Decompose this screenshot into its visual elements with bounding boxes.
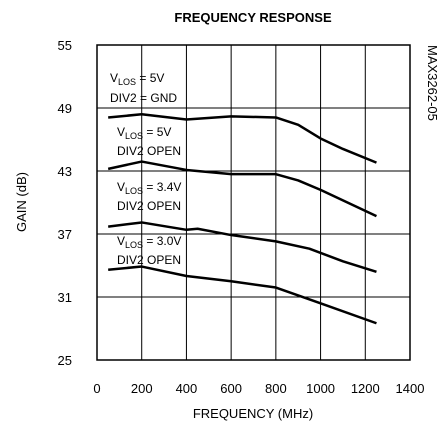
plot-frame	[96, 44, 411, 361]
data-line	[108, 221, 377, 273]
y-axis-label: GAIN (dB)	[14, 172, 29, 232]
y-tick-label: 43	[58, 164, 72, 179]
annotation: DIV2 OPEN	[117, 144, 181, 158]
annotation-part: LOS	[125, 240, 143, 250]
annotation: VLOS = 3.0V	[117, 234, 181, 250]
x-tick-label: 200	[131, 381, 153, 396]
annotation: VLOS = 3.4V	[117, 180, 181, 196]
y-tick-label: 37	[58, 227, 72, 242]
y-tick-label: 25	[58, 353, 72, 368]
annotation-part: LOS	[125, 186, 143, 196]
data-line	[108, 265, 377, 325]
x-axis-label: FREQUENCY (MHz)	[193, 406, 313, 421]
annotation: DIV2 OPEN	[117, 253, 181, 267]
data-line	[108, 113, 377, 164]
x-tick-label: 0	[93, 381, 100, 396]
annotation-part: LOS	[118, 77, 136, 87]
annotation-part: V	[117, 125, 125, 139]
x-tick-label: 1200	[351, 381, 380, 396]
annotation: VLOS = 5V	[110, 71, 164, 87]
annotations: VLOS = 5V DIV2 = GND VLOS = 5V DIV2 OPEN…	[110, 71, 181, 267]
y-tick-label: 49	[58, 101, 72, 116]
annotation: DIV2 OPEN	[117, 199, 181, 213]
x-tick-label: 800	[265, 381, 287, 396]
annotation-part: V	[117, 234, 125, 248]
y-tick-label: 31	[58, 290, 72, 305]
x-tick-label: 1000	[306, 381, 335, 396]
x-tick-label: 1400	[396, 381, 425, 396]
x-tick-label: 600	[220, 381, 242, 396]
annotation: DIV2 = GND	[110, 91, 177, 105]
annotation-part: = 3.4V	[143, 180, 181, 194]
annotation: VLOS = 5V	[117, 125, 171, 141]
annotation-part: V	[110, 71, 118, 85]
annotation-part: LOS	[125, 131, 143, 141]
annotation-part: = 5V	[136, 71, 164, 85]
annotation-part: = 3.0V	[143, 234, 181, 248]
chart-title: FREQUENCY RESPONSE	[174, 10, 332, 25]
x-tick-label: 400	[176, 381, 198, 396]
y-tick-label: 55	[58, 38, 72, 53]
annotation-part: = 5V	[143, 125, 171, 139]
side-note: MAX3262-05	[425, 45, 440, 121]
annotation-part: V	[117, 180, 125, 194]
data-line	[107, 160, 377, 218]
